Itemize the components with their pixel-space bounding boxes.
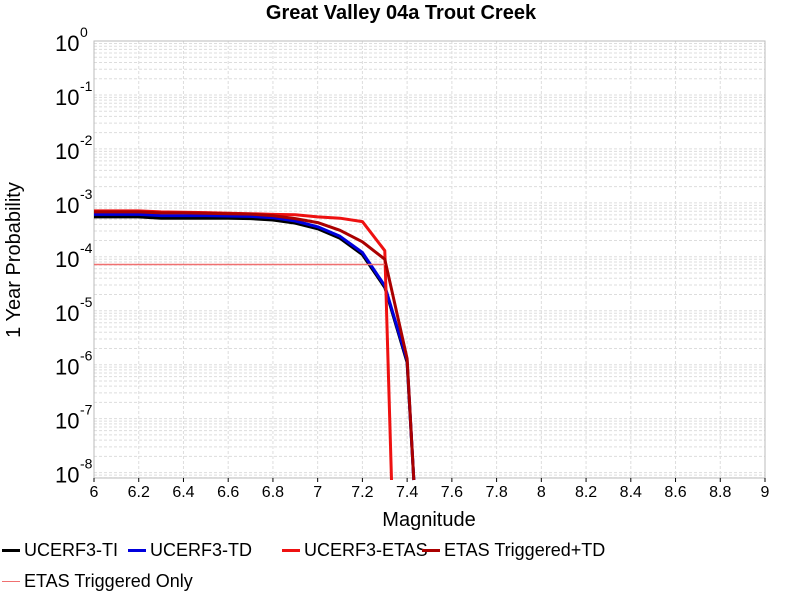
series-lines	[94, 209, 416, 481]
x-axis-ticks: 6 6.2 6.4 6.6 6.8 7 7.2 7.4 7.6 7.8 8 8.2 8.4 8.6 8.8 9	[90, 478, 770, 501]
y-tick-exponent: -2	[80, 132, 93, 148]
legend-label: ETAS Triggered Only	[24, 570, 193, 591]
y-tick-label: 10 -8	[55, 456, 93, 488]
x-tick-label: 9	[761, 484, 770, 501]
y-axis-label: 1 Year Probability	[3, 182, 25, 338]
legend-label: UCERF3-ETAS	[304, 539, 428, 560]
x-tick-label: 6.6	[217, 484, 239, 501]
y-tick-base: 10	[55, 463, 79, 488]
series-line-ucerf3-td	[94, 212, 416, 481]
y-tick-base: 10	[55, 193, 79, 218]
legend-swatch	[128, 548, 146, 552]
x-tick-label: 8.4	[620, 484, 642, 501]
x-tick-label: 8	[537, 484, 546, 501]
x-tick-label: 8.2	[575, 484, 597, 501]
legend-swatch	[422, 548, 440, 552]
legend-swatch	[282, 548, 300, 552]
x-tick-label: 7.4	[396, 484, 418, 501]
legend-swatch	[2, 548, 20, 552]
y-tick-base: 10	[55, 85, 79, 110]
legend-label: ETAS Triggered+TD	[444, 539, 606, 560]
legend-item: UCERF3-ETAS	[282, 536, 428, 564]
x-tick-label: 8.6	[664, 484, 686, 501]
y-tick-label: 10 -7	[55, 402, 93, 434]
x-tick-label: 6.2	[128, 484, 150, 501]
y-tick-base: 10	[55, 31, 79, 56]
legend-label: UCERF3-TI	[24, 539, 118, 560]
plot-area-frame	[93, 40, 766, 479]
x-tick-label: 7.2	[351, 484, 373, 501]
y-tick-base: 10	[55, 301, 79, 326]
y-tick-exponent: -6	[80, 348, 93, 364]
y-tick-label: 10 -3	[55, 186, 93, 218]
legend-item: ETAS Triggered Only	[2, 567, 193, 595]
y-tick-exponent: 0	[80, 24, 88, 40]
y-tick-exponent: -5	[80, 294, 93, 310]
x-axis-label: Magnitude	[382, 509, 475, 531]
x-tick-label: 6.8	[262, 484, 284, 501]
legend-item: UCERF3-TD	[128, 536, 252, 564]
y-tick-label: 10 -2	[55, 132, 93, 164]
x-tick-label: 6.4	[172, 484, 194, 501]
y-tick-base: 10	[55, 355, 79, 380]
legend-item: ETAS Triggered+TD	[422, 536, 605, 564]
y-tick-exponent: -8	[80, 456, 93, 472]
y-tick-base: 10	[55, 247, 79, 272]
y-tick-exponent: -3	[80, 186, 93, 202]
y-tick-base: 10	[55, 139, 79, 164]
y-tick-label: 10 -6	[55, 348, 93, 380]
chart-title: Great Valley 04a Trout Creek	[266, 2, 537, 24]
y-tick-exponent: -4	[80, 240, 93, 256]
legend-item: UCERF3-TI	[2, 536, 118, 564]
x-tick-label: 6	[90, 484, 99, 501]
y-tick-exponent: -7	[80, 402, 93, 418]
x-tick-label: 7.6	[441, 484, 463, 501]
y-tick-exponent: -1	[80, 78, 93, 94]
series-line-etas-triggered-td	[94, 210, 416, 481]
y-tick-label: 10 0	[55, 24, 88, 56]
y-tick-label: 10 -1	[55, 78, 93, 110]
x-tick-label: 7	[313, 484, 322, 501]
y-tick-label: 10 -4	[55, 240, 93, 272]
x-tick-label: 7.8	[485, 484, 507, 501]
grid-lines	[93, 40, 766, 479]
y-tick-label: 10 -5	[55, 294, 93, 326]
x-tick-label: 8.8	[709, 484, 731, 501]
legend-swatch	[2, 580, 20, 582]
legend-label: UCERF3-TD	[150, 539, 252, 560]
y-tick-base: 10	[55, 409, 79, 434]
